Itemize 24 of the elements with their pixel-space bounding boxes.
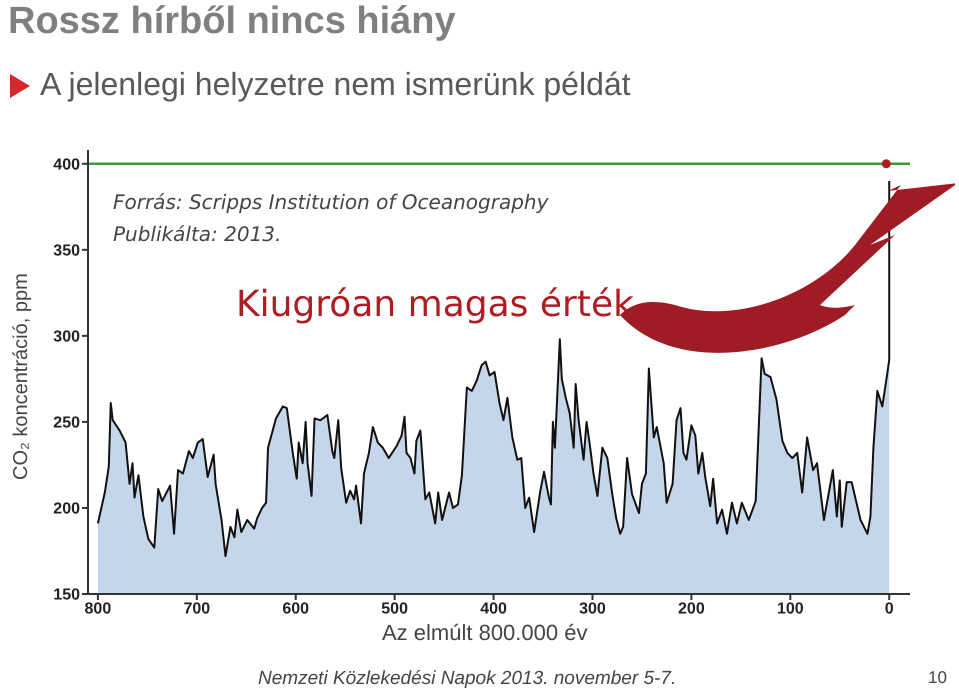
annotation: Forrás: Scripps Institution of Oceanography [113,190,548,214]
x-tick-label: 200 [678,600,705,618]
y-tick-label: 150 [53,586,80,604]
x-tick-label: 500 [381,600,408,618]
x-tick-label: 700 [183,600,210,618]
x-tick-label: 800 [84,600,112,618]
y-tick-label: 300 [53,328,80,346]
x-tick-label: 300 [579,600,606,618]
x-axis-title: Az elmúlt 800.000 év [382,620,588,646]
y-tick-label: 250 [53,414,80,432]
text: Nemzeti Közlekedési Napok 2013. november 5-7. [258,668,676,690]
x-tick-label: 0 [884,600,894,618]
x-tick-label: 600 [282,600,310,618]
y-tick-label: 350 [53,242,80,260]
y-axis-title: CO₂ koncentráció, ppm [10,273,33,480]
y-tick-label: 400 [53,156,80,174]
annotation: Kiugróan magas érték [236,284,634,325]
x-tick-label: 100 [776,600,804,618]
chart-title: Rossz hírből nincs hiány [8,0,456,43]
y-tick-label: 200 [53,500,80,518]
chart-subtitle: A jelenlegi helyzetre nem ismerünk példát [40,66,631,103]
text: 10 [928,668,947,688]
x-tick-label: 400 [480,600,508,618]
annotation: Publikálta: 2013. [113,222,282,246]
